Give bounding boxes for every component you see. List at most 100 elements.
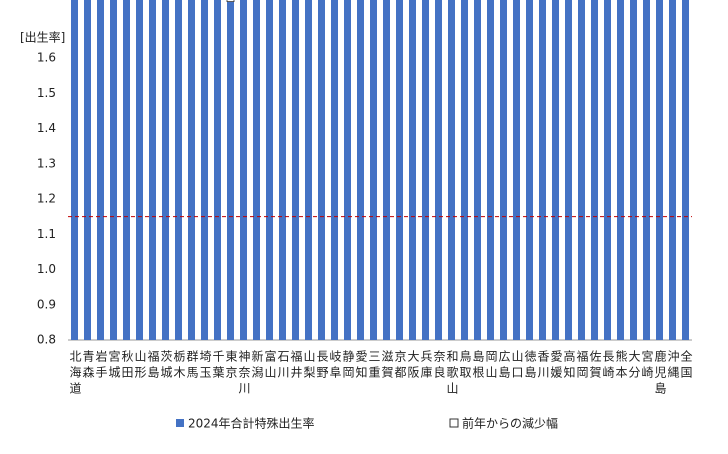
- bar-segment: [383, 0, 390, 340]
- x-tick-label: 岩手: [94, 349, 108, 382]
- x-tick-label: 山梨: [302, 350, 316, 382]
- bar-segment: [513, 0, 520, 340]
- x-tick-label: 香川: [536, 350, 550, 382]
- x-tick-label: 福岡: [575, 349, 589, 382]
- bar-segment: [175, 0, 182, 340]
- x-tick-label: 新潟: [250, 349, 264, 382]
- bar-segment: [370, 0, 377, 341]
- x-tick-label: 沖縄: [666, 350, 680, 382]
- bar-segment: [461, 0, 468, 341]
- x-tick-label: 兵庫: [419, 350, 433, 382]
- y-tick-label: 1.2: [37, 192, 56, 206]
- x-tick-label: 東京: [224, 350, 238, 382]
- x-tick-label: 山形: [133, 350, 147, 382]
- bar-segment: [188, 0, 195, 340]
- x-tick-label: 埼玉: [198, 350, 212, 382]
- bar-segment: [305, 0, 312, 340]
- y-tick-label: 0.9: [37, 297, 56, 311]
- bar-segment: [226, 0, 235, 3]
- bar-segment: [136, 0, 143, 340]
- x-tick-label: 奈良: [432, 350, 446, 382]
- x-tick-label: 茨城: [159, 350, 173, 382]
- bar-segment: [474, 0, 481, 341]
- x-tick-label: 神奈川: [237, 350, 251, 398]
- bar-segment: [656, 0, 663, 341]
- bar-segment: [162, 0, 169, 340]
- y-tick-label: 1.0: [37, 262, 56, 276]
- bar-segment: [227, 1, 234, 340]
- bar-segment: [630, 0, 637, 340]
- bar-segment: [539, 0, 546, 340]
- x-tick-label: 山口: [510, 350, 524, 382]
- bar-segment: [331, 0, 338, 340]
- bar-segment: [682, 0, 689, 340]
- bar-segment: [604, 0, 611, 340]
- bar-segment: [396, 0, 403, 340]
- x-tick-label: 岡山: [484, 350, 498, 382]
- x-tick-label: 福島: [146, 349, 160, 382]
- x-tick-label: 三重: [367, 350, 381, 382]
- bar-segment: [487, 0, 494, 340]
- bar-segment: [292, 0, 299, 341]
- x-tick-label: 鳥取: [458, 349, 472, 382]
- x-tick-label: 青森: [81, 350, 95, 382]
- x-tick-label: 熊本: [614, 349, 628, 382]
- x-tick-label: 全国: [679, 349, 693, 382]
- x-tick-label: 長崎: [601, 350, 615, 382]
- x-tick-label: 富山: [263, 349, 277, 382]
- bar-segment: [448, 0, 455, 341]
- x-tick-label: 群馬: [185, 350, 199, 382]
- y-tick-label: 1.6: [37, 51, 56, 65]
- bar-segment: [422, 0, 429, 341]
- x-tick-label: 高知: [562, 349, 576, 382]
- x-tick-label: 愛媛: [549, 350, 563, 382]
- bar-segment: [357, 0, 364, 340]
- x-tick-label: 鹿児島: [653, 349, 667, 398]
- bar-segment: [318, 0, 325, 340]
- x-tick-label: 福井: [289, 349, 303, 382]
- legend-swatch: [176, 419, 184, 427]
- bar-segment: [591, 0, 598, 340]
- x-tick-label: 長野: [315, 350, 329, 382]
- bar-segment: [110, 0, 117, 340]
- legend-label: 2024年合計特殊出生率: [188, 416, 315, 431]
- legend-label: 前年からの減少幅: [462, 416, 558, 431]
- x-tick-label: 静岡: [341, 350, 355, 382]
- bar-segment: [578, 0, 585, 340]
- x-tick-label: 佐賀: [588, 350, 602, 382]
- bar-segment: [617, 0, 624, 340]
- x-tick-label: 大阪: [406, 350, 420, 382]
- y-tick-label: 1.4: [37, 121, 56, 135]
- x-tick-label: 徳島: [523, 349, 537, 382]
- bar-segment: [253, 0, 260, 341]
- y-axis-label: [出生率]: [20, 30, 65, 45]
- x-tick-label: 岐阜: [328, 350, 342, 382]
- bar-segment: [97, 0, 104, 341]
- x-tick-label: 京都: [393, 350, 407, 382]
- bar-segment: [84, 0, 91, 341]
- x-tick-label: 島根: [471, 349, 485, 382]
- bar-segment: [279, 0, 286, 341]
- y-tick-label: 1.5: [37, 86, 56, 100]
- x-tick-label: 宮城: [107, 349, 121, 382]
- bar-segment: [526, 0, 533, 340]
- x-tick-label: 大分: [627, 350, 641, 382]
- legend-swatch: [449, 418, 459, 428]
- x-tick-label: 栃木: [172, 350, 186, 382]
- bar-segment: [643, 0, 650, 341]
- bar-segment: [71, 0, 78, 340]
- bar-segment: [123, 0, 130, 341]
- bar-segment: [669, 0, 676, 340]
- bar-segment: [266, 0, 273, 341]
- y-tick-label: 0.8: [37, 333, 56, 347]
- bar-segment: [565, 0, 572, 340]
- x-tick-label: 石川: [276, 350, 290, 382]
- y-tick-label: 1.1: [37, 227, 56, 241]
- x-tick-label: 滋賀: [380, 350, 394, 382]
- x-tick-label: 宮崎: [640, 349, 654, 382]
- bar-segment: [409, 0, 416, 341]
- y-tick-label: 1.3: [37, 156, 56, 170]
- bar-segment: [214, 0, 221, 341]
- x-tick-label: 和歌山: [445, 350, 459, 398]
